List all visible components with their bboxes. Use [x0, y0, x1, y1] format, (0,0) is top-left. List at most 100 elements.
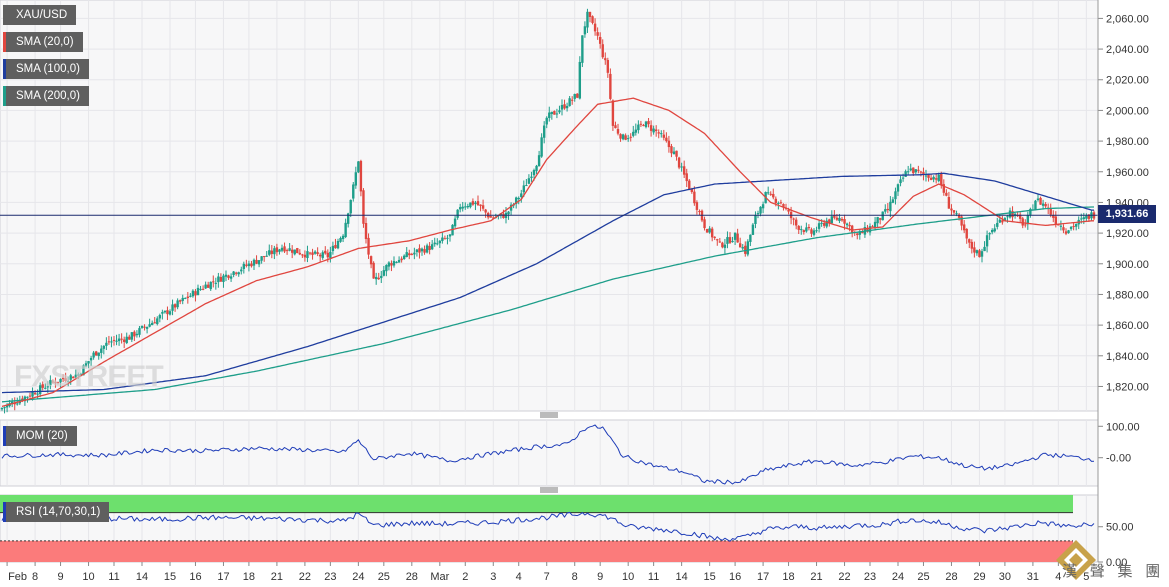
candle-body [568, 98, 571, 107]
candle-body [576, 93, 579, 98]
legend-sma200[interactable]: SMA (200,0) [3, 86, 89, 106]
candle-body [77, 374, 80, 377]
mom-tick-label: 100.00 [1106, 421, 1140, 433]
candle-body [1026, 215, 1030, 225]
x-tick-label: 17 [757, 571, 769, 583]
candle-body [626, 138, 630, 140]
candle-body [262, 256, 266, 258]
x-tick-label: 25 [378, 571, 390, 583]
candle-body [283, 246, 286, 252]
candle-body [604, 58, 607, 61]
candle-body [530, 176, 533, 178]
candle-body [629, 136, 632, 138]
candle-body [334, 244, 337, 249]
candle-body [807, 226, 811, 229]
candle-body [229, 276, 233, 279]
candle-body [774, 198, 778, 204]
candle-body [1069, 226, 1073, 229]
candle-body [311, 252, 314, 255]
x-tick-label: 15 [164, 571, 176, 583]
candle-body [163, 310, 167, 313]
candle-body [171, 304, 174, 311]
candle-body [402, 255, 406, 259]
x-tick-label: 21 [271, 571, 283, 583]
legend-rsi[interactable]: RSI (14,70,30,1) [3, 502, 110, 522]
candle-body [588, 11, 592, 18]
candle-body [723, 244, 727, 248]
candle-body [430, 244, 434, 250]
x-tick-label: 28 [945, 571, 957, 583]
candle-body [1036, 198, 1040, 201]
candle-body [257, 260, 261, 265]
candle-body [260, 256, 263, 261]
candle-body [680, 166, 683, 168]
legend-sma20[interactable]: SMA (20,0) [3, 32, 83, 52]
candle-body [1059, 225, 1063, 227]
candle-body [904, 171, 907, 177]
candle-body [856, 233, 859, 236]
candle-body [318, 254, 322, 257]
candle-body [606, 60, 610, 73]
legend-momentum[interactable]: MOM (20) [3, 426, 77, 446]
candle-body [1067, 230, 1070, 234]
candle-body [609, 73, 612, 99]
y-tick-label: 1,960.00 [1106, 167, 1149, 179]
candle-body [540, 137, 543, 157]
candle-body [621, 134, 625, 140]
legend-sma100[interactable]: SMA (100,0) [3, 59, 89, 79]
candle-body [303, 254, 307, 258]
candle-body [548, 112, 551, 119]
y-tick-label: 1,980.00 [1106, 136, 1149, 148]
candle-body [418, 248, 421, 253]
candle-body [301, 254, 304, 256]
candle-body [601, 44, 604, 58]
candle-body [598, 37, 602, 44]
candle-body [761, 204, 765, 209]
candle-body [703, 219, 706, 229]
x-tick-label: 21 [810, 571, 822, 583]
candle-body [324, 250, 327, 254]
candle-body [945, 192, 948, 196]
candle-body [250, 263, 253, 267]
candle-body [522, 185, 526, 193]
candle-body [425, 245, 429, 253]
x-tick-label: 4 [516, 571, 522, 583]
candle-body [912, 167, 915, 174]
candle-body [1044, 204, 1047, 207]
candle-body [555, 113, 559, 115]
candle-body [405, 252, 408, 257]
candle-body [899, 179, 902, 184]
y-tick-label: 1,920.00 [1106, 228, 1149, 240]
candle-body [517, 197, 520, 199]
candle-body [901, 177, 905, 179]
candle-body [822, 223, 826, 226]
candle-body [932, 176, 935, 180]
candle-body [466, 206, 470, 208]
candle-body [586, 11, 589, 28]
candle-body [889, 201, 892, 212]
candle-body [461, 206, 464, 209]
diamond-logo-icon [1056, 540, 1096, 580]
candle-body [896, 184, 900, 192]
candle-body [738, 243, 742, 248]
candle-body [298, 252, 302, 255]
candle-body [581, 35, 584, 63]
candle-body [484, 209, 487, 213]
candle-body [201, 288, 205, 290]
y-tick-label: 1,880.00 [1106, 289, 1149, 301]
candle-body [346, 213, 350, 224]
candle-body [652, 128, 655, 133]
candle-body [1029, 208, 1032, 215]
x-tick-label: 23 [324, 571, 336, 583]
candle-body [833, 215, 836, 218]
candle-body [36, 393, 39, 395]
candle-body [1087, 214, 1091, 219]
candle-body [960, 216, 963, 226]
candle-body [542, 125, 546, 138]
y-tick-label: 2,000.00 [1106, 105, 1149, 117]
candle-body [649, 125, 653, 131]
legend-xauusd[interactable]: XAU/USD [3, 5, 77, 25]
candle-body [873, 221, 877, 228]
candle-body [120, 338, 123, 340]
